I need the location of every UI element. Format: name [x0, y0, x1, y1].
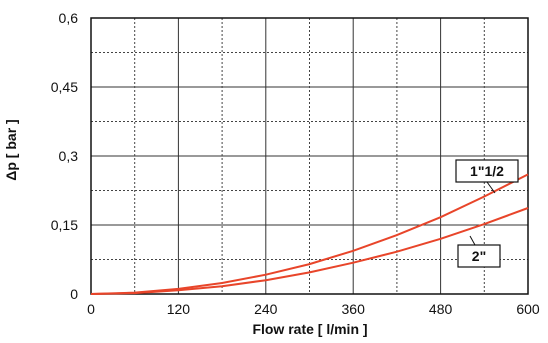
series-label-box [457, 244, 501, 268]
x-axis-title: Flow rate [ l/min ] [252, 321, 367, 337]
axes [90, 17, 529, 295]
series-label-box [455, 159, 519, 183]
series-lines [90, 173, 529, 295]
x-tick-label: 240 [254, 301, 278, 317]
series-labels: 1"1/2 2" [455, 159, 519, 268]
series-label: 2" [472, 248, 486, 264]
y-tick-label: 0,3 [59, 148, 79, 164]
series-line-0 [90, 173, 529, 295]
x-tick-label: 600 [516, 301, 540, 317]
series-line-1 [90, 207, 529, 295]
y-axis-title: Δp [ bar ] [3, 119, 19, 180]
series-label-leader [486, 181, 496, 194]
x-tick-label: 360 [342, 301, 366, 317]
y-tick-label: 0,15 [51, 217, 78, 233]
grid [91, 18, 528, 294]
y-tick-label: 0,6 [59, 10, 79, 26]
plot-frame [90, 17, 529, 295]
x-tick-label: 480 [429, 301, 453, 317]
y-tick-label: 0 [70, 286, 78, 302]
x-tick-label: 0 [87, 301, 95, 317]
series-label-leader [469, 235, 476, 246]
y-tick-label: 0,45 [51, 79, 78, 95]
x-tick-label: 120 [167, 301, 191, 317]
tick-labels: 0 120 240 360 480 600 0 0,15 0,3 0,45 0,6 [51, 10, 540, 317]
series-label: 1"1/2 [470, 163, 504, 179]
